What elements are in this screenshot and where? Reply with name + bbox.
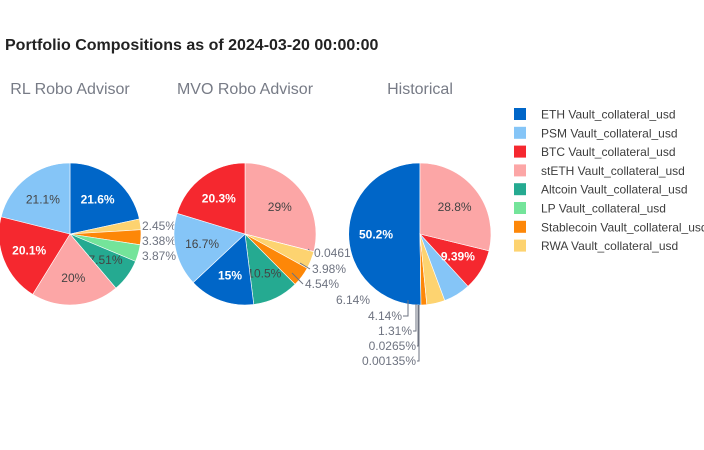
slice-psm[interactable] <box>173 212 246 283</box>
slice-label: 20.3% <box>202 192 236 206</box>
pie-title: MVO Robo Advisor <box>177 81 314 98</box>
legend-item-lp[interactable]: LP Vault_collateral_usd <box>514 202 666 216</box>
legend-swatch <box>514 220 526 233</box>
legend-label: Stablecoin Vault_collateral_usd <box>541 220 704 234</box>
slice-label: 4.14% <box>368 309 402 323</box>
slice-label: 21.1% <box>26 192 60 206</box>
legend-swatch <box>514 126 526 139</box>
slice-label: 0.0265% <box>369 339 417 353</box>
slice-eth[interactable] <box>192 233 255 306</box>
legend-label: LP Vault_collateral_usd <box>541 202 666 216</box>
legend-item-steth[interactable]: stETH Vault_collateral_usd <box>514 164 685 178</box>
legend-label: RWA Vault_collateral_usd <box>541 239 678 253</box>
legend-label: stETH Vault_collateral_usd <box>541 164 685 178</box>
legend-label: Altcoin Vault_collateral_usd <box>541 183 688 197</box>
pie-rl-robo-advisor: RL Robo Advisor 21.6% 2.45%3.38%3.87% 7.51%… <box>0 81 176 306</box>
slice-psm[interactable] <box>0 162 71 235</box>
legend-item-psm[interactable]: PSM Vault_collateral_usd <box>514 126 678 140</box>
label-leader-line <box>299 262 311 270</box>
legend-swatch <box>514 164 526 177</box>
legend-swatch <box>514 183 526 196</box>
legend-item-rwa[interactable]: RWA Vault_collateral_usd <box>514 239 678 253</box>
slice-label: 20% <box>61 271 85 285</box>
slice-label: 16.7% <box>185 237 219 251</box>
label-leader-line <box>417 305 420 362</box>
slice-label: 6.14% <box>336 293 370 307</box>
slice-btc[interactable] <box>176 162 246 235</box>
legend[interactable]: ETH Vault_collateral_usd PSM Vault_collat… <box>514 108 704 254</box>
legend-item-eth[interactable]: ETH Vault_collateral_usd <box>514 108 676 122</box>
pie-historical: Historical 50.2% 0.00135%0.0265%1.31%4.14%… <box>336 81 492 368</box>
slice-label: 3.38% <box>142 234 176 248</box>
legend-swatch <box>514 108 526 120</box>
legend-label: BTC Vault_collateral_usd <box>541 145 676 159</box>
legend-label: ETH Vault_collateral_usd <box>541 108 676 122</box>
slice-label: 21.6% <box>81 193 115 207</box>
legend-swatch <box>514 145 526 158</box>
legend-swatch <box>514 239 526 252</box>
slice-label: 0.00135% <box>362 354 416 368</box>
slice-steth[interactable] <box>244 162 317 252</box>
pie-title: RL Robo Advisor <box>10 81 130 98</box>
legend-label: PSM Vault_collateral_usd <box>541 126 678 140</box>
slice-label: 4.54% <box>305 277 339 291</box>
slice-label: 7.51% <box>88 253 122 267</box>
slice-label: 9.39% <box>441 249 475 263</box>
slice-label: 3.98% <box>312 262 346 276</box>
slice-steth[interactable] <box>419 162 492 252</box>
slice-label: 2.45% <box>142 219 176 233</box>
slice-label: 29% <box>268 200 292 214</box>
legend-swatch <box>514 202 526 214</box>
slice-label: 28.8% <box>438 200 472 214</box>
slice-label: 10.5% <box>247 267 281 281</box>
label-leader-line <box>417 305 419 347</box>
chart-title: Portfolio Compositions as of 2024-03-20 … <box>5 37 379 54</box>
slice-btc[interactable] <box>0 216 71 295</box>
slice-eth[interactable] <box>69 162 140 235</box>
slice-label: 15% <box>218 268 242 282</box>
legend-item-btc[interactable]: BTC Vault_collateral_usd <box>514 145 676 159</box>
slice-label: 1.31% <box>378 324 412 338</box>
slice-label: 3.87% <box>142 249 176 263</box>
label-leader-line <box>413 304 417 332</box>
slice-steth[interactable] <box>32 233 117 306</box>
label-leader-line <box>403 300 409 317</box>
slice-label: 50.2% <box>359 227 393 241</box>
pie-charts-group: RL Robo Advisor 21.6% 2.45%3.38%3.87% 7.51%… <box>0 81 492 368</box>
legend-item-altcoin[interactable]: Altcoin Vault_collateral_usd <box>514 183 688 197</box>
legend-item-stablecoin[interactable]: Stablecoin Vault_collateral_usd <box>514 220 704 234</box>
slice-label: 0.0461 <box>314 246 351 260</box>
slice-label: 20.1% <box>12 244 46 258</box>
label-leader-line <box>291 272 304 285</box>
slice-eth[interactable] <box>348 162 422 306</box>
pie-mvo-robo-advisor: MVO Robo Advisor 29% 0.0461 3.98%4.54% 10.5%… <box>173 81 351 306</box>
pie-title: Historical <box>387 81 453 98</box>
